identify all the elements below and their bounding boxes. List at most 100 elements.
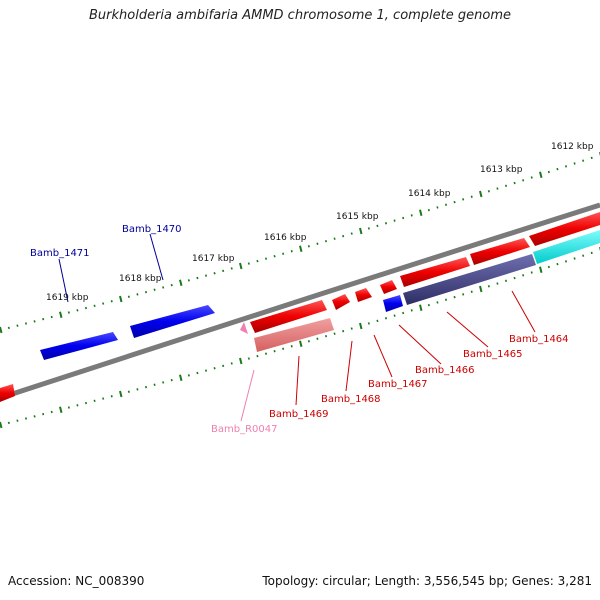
gene-label-bamb-1467[interactable]: Bamb_1467	[368, 379, 428, 390]
gene-label-bamb-1466[interactable]: Bamb_1466	[415, 365, 475, 376]
minor-tick	[76, 404, 79, 407]
gene-arrow-1467[interactable]	[355, 288, 372, 302]
map-title: Burkholderia ambifaria AMMD chromosome 1…	[88, 8, 512, 23]
minor-tick	[564, 260, 568, 263]
forward-strand-genes	[0, 212, 600, 402]
minor-tick	[196, 371, 199, 375]
minor-tick	[170, 283, 173, 287]
minor-tick	[16, 324, 19, 327]
scale-label: 1614 kbp	[408, 189, 451, 199]
minor-tick	[590, 156, 593, 160]
minor-tick	[93, 304, 96, 308]
minor-tick	[496, 282, 499, 285]
minor-tick	[153, 383, 156, 387]
minor-tick	[470, 195, 473, 198]
minor-tick	[342, 234, 345, 238]
gene-block-slate[interactable]	[403, 254, 536, 305]
minor-tick	[333, 237, 336, 240]
minor-tick	[127, 390, 130, 393]
scale-label: 1612 kbp	[551, 142, 594, 152]
rna-gene-bamb-r0047[interactable]	[240, 322, 248, 334]
chromosome-backbone	[0, 202, 600, 401]
minor-tick	[273, 349, 276, 353]
major-tick	[419, 209, 423, 216]
gene-arrow-1469[interactable]	[250, 300, 327, 333]
major-tick	[299, 245, 303, 252]
minor-tick	[230, 267, 233, 270]
gene-labels: Bamb_1471 Bamb_1470 Bamb_1464 Bamb_1465 …	[30, 224, 569, 435]
minor-tick	[222, 269, 225, 273]
gene-arrow-bamb-1470[interactable]	[130, 305, 215, 338]
leader-bamb-1464	[511, 290, 536, 333]
minor-tick	[316, 242, 319, 245]
minor-tick	[564, 165, 568, 168]
scale-label: 1618 kbp	[119, 274, 162, 284]
minor-tick	[162, 286, 165, 289]
gene-label-bamb-1470[interactable]: Bamb_1470	[122, 224, 182, 235]
minor-tick	[530, 271, 533, 274]
minor-tick	[522, 274, 525, 277]
major-tick	[359, 322, 363, 330]
minor-tick	[264, 257, 268, 260]
gene-label-bamb-1465[interactable]: Bamb_1465	[463, 349, 523, 360]
minor-tick	[84, 306, 88, 310]
major-tick	[359, 227, 363, 235]
inner-scale-ticks	[0, 247, 600, 429]
minor-tick	[42, 412, 45, 416]
minor-tick	[496, 187, 499, 190]
minor-tick	[307, 245, 310, 248]
minor-tick	[462, 198, 465, 201]
gene-label-bamb-1471[interactable]: Bamb_1471	[30, 248, 90, 259]
outer-scale-ticks	[0, 152, 600, 334]
minor-tick	[547, 265, 550, 269]
major-tick	[299, 340, 303, 347]
minor-tick	[93, 399, 96, 403]
gene-arrow-next[interactable]	[529, 212, 600, 246]
gene-arrow-1466[interactable]	[380, 280, 397, 294]
major-tick	[539, 266, 543, 273]
major-tick	[239, 357, 243, 365]
minor-tick	[230, 362, 233, 365]
major-tick	[0, 421, 3, 429]
major-tick	[119, 295, 123, 303]
minor-tick	[33, 415, 36, 418]
minor-tick	[110, 300, 113, 303]
minor-tick	[333, 332, 336, 335]
minor-tick	[547, 170, 550, 174]
gene-arrow-1468[interactable]	[332, 294, 350, 310]
minor-tick	[110, 395, 113, 398]
gene-arrow-left-edge[interactable]	[0, 384, 15, 402]
gene-label-bamb-1469[interactable]: Bamb_1469	[269, 409, 329, 420]
leader-bamb-1467	[373, 334, 393, 378]
minor-tick	[384, 317, 388, 320]
gene-label-bamb-r0047[interactable]: Bamb_R0047	[211, 424, 277, 435]
minor-tick	[16, 419, 19, 422]
minor-tick	[573, 162, 576, 165]
gene-block-blue-small[interactable]	[383, 295, 403, 312]
minor-tick	[24, 322, 28, 325]
scale-label: 1619 kbp	[46, 293, 89, 303]
gene-block-cyan[interactable]	[533, 230, 600, 264]
minor-tick	[7, 421, 10, 425]
minor-tick	[204, 369, 208, 372]
gene-arrow-1464[interactable]	[470, 238, 530, 265]
reverse-strand-genes	[240, 230, 600, 352]
gene-arrow-bamb-1471[interactable]	[40, 332, 118, 360]
minor-tick	[213, 367, 216, 370]
minor-tick	[290, 250, 293, 253]
minor-tick	[453, 200, 456, 204]
minor-tick	[67, 311, 70, 314]
minor-tick	[513, 181, 516, 185]
leader-bamb-1471	[58, 258, 69, 303]
minor-tick	[367, 322, 370, 325]
minor-tick	[162, 381, 165, 384]
gene-block-pink[interactable]	[254, 318, 334, 352]
minor-tick	[590, 251, 593, 255]
footer-topology: Topology: circular; Length: 3,556,545 bp…	[262, 574, 592, 588]
gene-label-bamb-1468[interactable]: Bamb_1468	[321, 394, 381, 405]
leader-bamb-1468	[345, 340, 353, 392]
gene-label-bamb-1464[interactable]: Bamb_1464	[509, 334, 569, 345]
gene-arrow-1465[interactable]	[400, 257, 470, 287]
scale-label: 1615 kbp	[336, 212, 379, 222]
